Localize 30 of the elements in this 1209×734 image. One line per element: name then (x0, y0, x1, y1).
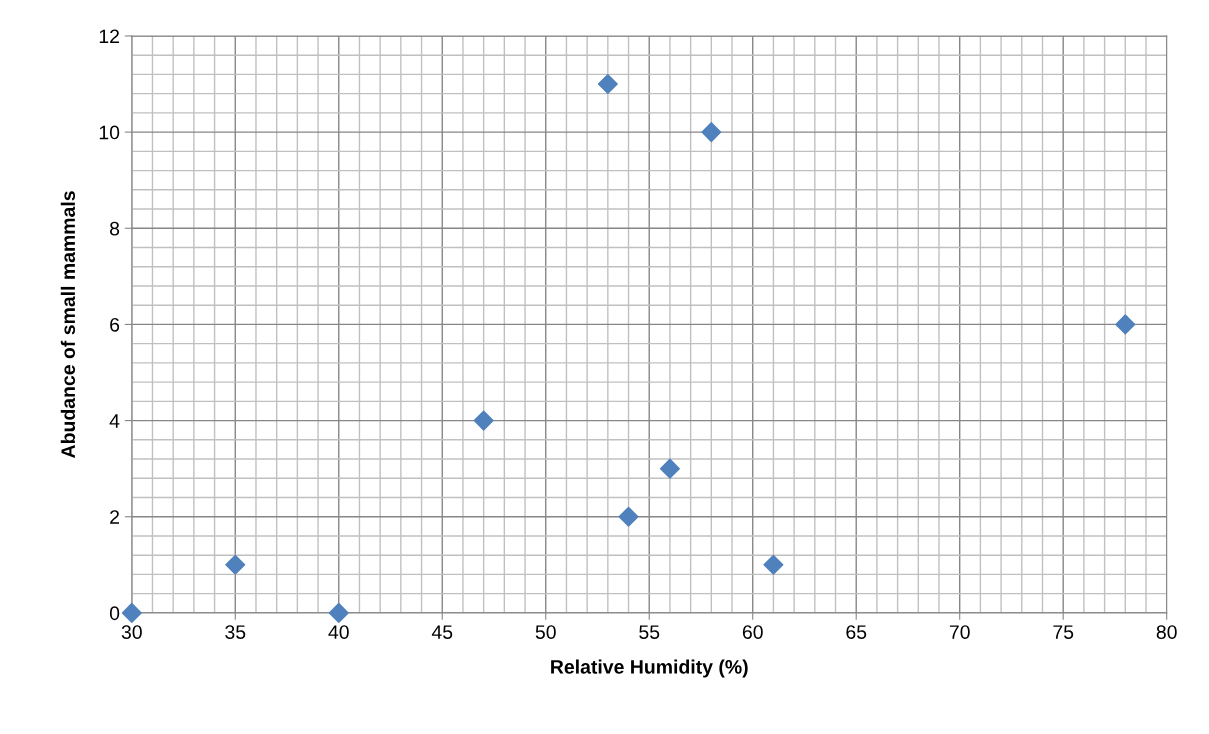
point (1115, 314, 1136, 335)
point (225, 554, 246, 575)
x-tick-label: 60 (742, 625, 763, 639)
y-tick-label: 2 (110, 510, 119, 524)
point (701, 122, 722, 143)
x-tick-label: 30 (121, 625, 142, 639)
x-tick-label: 50 (535, 625, 556, 639)
point (659, 458, 680, 479)
x-axis-title: Relative Humidity (%) (551, 659, 748, 678)
y-tick-label: 8 (110, 221, 120, 236)
x-tick-label: 35 (225, 625, 246, 639)
x-tick-label: 70 (949, 625, 970, 639)
point (121, 602, 142, 623)
point (618, 506, 639, 527)
point (473, 410, 494, 431)
y-tick-label: 10 (99, 125, 120, 140)
x-tick-label: 75 (1053, 625, 1074, 639)
x-tick-label: 40 (328, 625, 349, 639)
y-tick-label: 12 (99, 29, 119, 44)
y-tick-label: 4 (109, 414, 120, 428)
x-tick-label: 65 (846, 625, 867, 639)
y-axis-title: Abudance of small mammals (60, 191, 76, 458)
x-tick-label: 80 (1156, 625, 1177, 639)
point (597, 74, 618, 95)
point (328, 602, 349, 623)
x-tick-label: 55 (639, 625, 660, 639)
y-tick-label: 6 (110, 317, 120, 332)
x-tick-label: 45 (431, 625, 453, 639)
point (763, 554, 784, 575)
y-tick-label: 0 (109, 606, 120, 621)
